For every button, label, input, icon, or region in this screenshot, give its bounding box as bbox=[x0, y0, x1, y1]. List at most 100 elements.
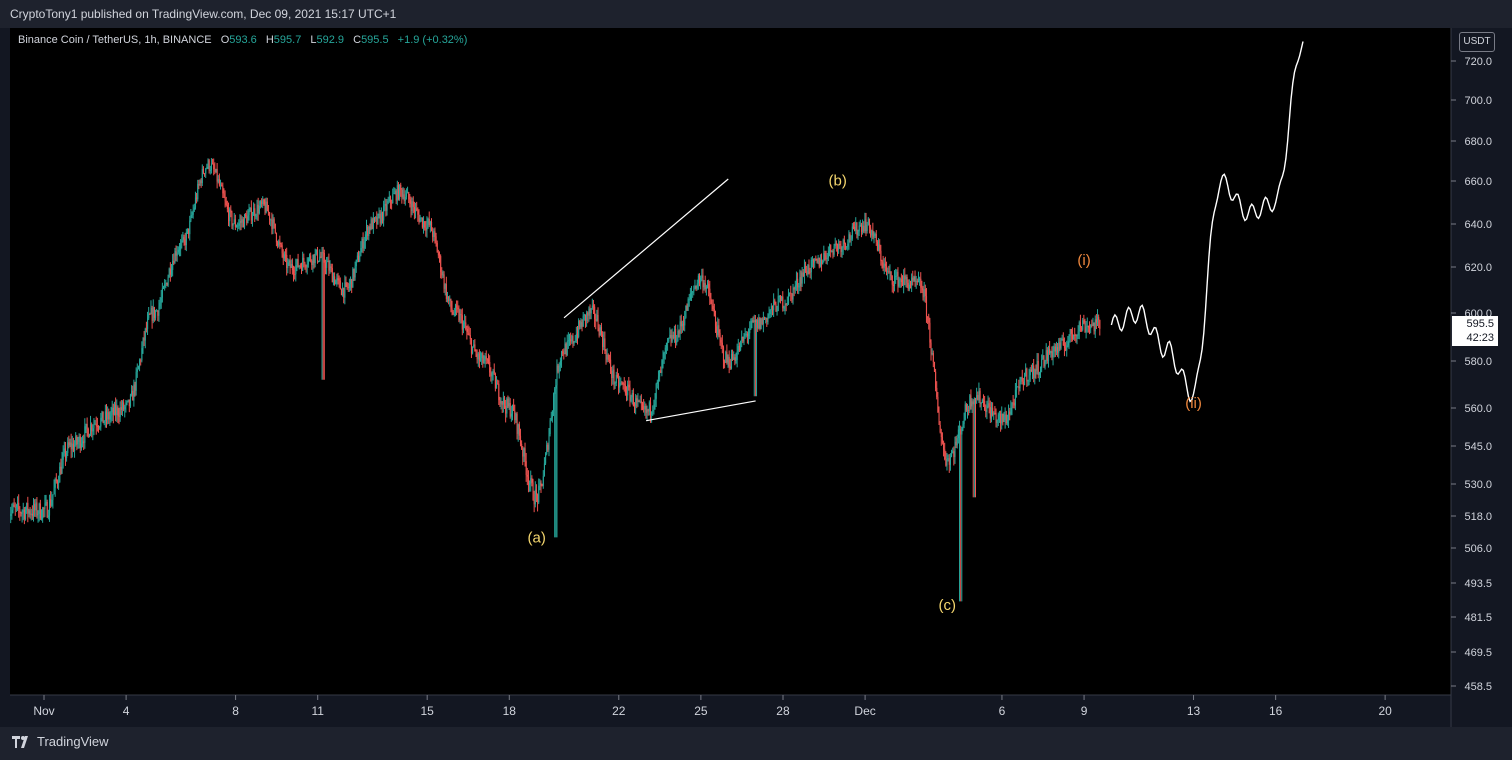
candle-body bbox=[238, 223, 240, 226]
candle-body bbox=[198, 184, 200, 186]
candle-body bbox=[27, 503, 29, 514]
candle-body bbox=[289, 260, 291, 268]
candle-body bbox=[326, 262, 328, 268]
candle-body bbox=[1010, 407, 1012, 415]
candle-body bbox=[580, 322, 582, 328]
candle-body bbox=[152, 307, 154, 321]
candle-body bbox=[441, 271, 443, 276]
wave-label: (ii) bbox=[1185, 395, 1202, 412]
candle-body bbox=[233, 219, 235, 224]
candle-body bbox=[98, 427, 100, 429]
candle-body bbox=[510, 413, 512, 417]
candle-body bbox=[433, 231, 435, 237]
candle-body bbox=[1014, 389, 1017, 406]
close-value: 595.5 bbox=[361, 34, 389, 46]
candle-body bbox=[39, 503, 41, 519]
candle-body bbox=[254, 208, 256, 217]
symbol-name[interactable]: Binance Coin / TetherUS, 1h, BINANCE bbox=[18, 34, 212, 46]
candle-body bbox=[537, 494, 539, 503]
candle-body bbox=[695, 285, 697, 289]
candle-body bbox=[408, 192, 410, 200]
candle-body bbox=[477, 353, 479, 360]
candle-body bbox=[18, 502, 20, 510]
candle-body bbox=[126, 401, 128, 403]
wedge-upper-line bbox=[563, 178, 729, 319]
candle-body bbox=[173, 260, 175, 264]
chart-area[interactable]: 720.0 700.0 680.0 660.0 640.0 620.0 600.0 580.0… bbox=[0, 28, 1512, 727]
candle-body bbox=[870, 227, 872, 236]
candle-body bbox=[465, 322, 467, 329]
tradingview-brand[interactable]: TradingView bbox=[12, 734, 109, 749]
candle-body bbox=[948, 458, 950, 465]
candle-body bbox=[581, 322, 583, 327]
candle-body bbox=[380, 212, 382, 224]
candle-body bbox=[399, 184, 401, 199]
candle-body bbox=[102, 411, 104, 424]
candle-body bbox=[1084, 322, 1086, 332]
price-tick-label: 660.0 bbox=[1464, 176, 1492, 188]
candle-body bbox=[136, 369, 138, 372]
currency-button[interactable]: USDT bbox=[1459, 32, 1495, 52]
candle-body bbox=[506, 398, 508, 414]
candle-body bbox=[953, 451, 955, 458]
candle-body bbox=[318, 260, 320, 262]
candle-body bbox=[951, 453, 953, 457]
candle-body bbox=[579, 321, 581, 328]
candle-body bbox=[161, 288, 163, 298]
candle-body bbox=[485, 356, 487, 360]
candle-body bbox=[1057, 346, 1059, 353]
candle-body bbox=[99, 426, 101, 428]
candle-body bbox=[431, 221, 433, 232]
candle-body bbox=[202, 168, 205, 174]
price-axis[interactable]: 720.0700.0680.0660.0640.0620.0600.0580.0… bbox=[1451, 56, 1492, 693]
candle-body bbox=[971, 401, 973, 407]
candle-body bbox=[356, 255, 358, 260]
candle-body bbox=[210, 163, 213, 171]
candle-body bbox=[665, 342, 668, 348]
candle-body bbox=[567, 340, 569, 342]
candle-body bbox=[387, 201, 389, 203]
candle-body bbox=[1052, 351, 1054, 358]
candle-body bbox=[88, 434, 90, 438]
candle-body bbox=[639, 401, 641, 403]
candle-body bbox=[607, 354, 609, 360]
candle-body bbox=[561, 351, 563, 361]
projection-path bbox=[1110, 41, 1304, 403]
candle-body bbox=[1050, 350, 1052, 354]
candle-body bbox=[1099, 320, 1101, 329]
candle-body bbox=[79, 436, 81, 449]
candle-body bbox=[239, 220, 241, 224]
candle-body bbox=[848, 234, 850, 244]
candle-body bbox=[344, 282, 346, 298]
candle-body bbox=[29, 510, 31, 515]
candle-body bbox=[270, 219, 272, 221]
candle-body bbox=[1087, 325, 1089, 328]
candle-body bbox=[603, 338, 605, 347]
candle-body bbox=[411, 201, 413, 211]
time-axis[interactable]: Nov 4 8 11 15 18 22 25 28 Dec 6 9 13 16 20 bbox=[33, 695, 1392, 718]
candle-body bbox=[516, 413, 518, 434]
candle-body bbox=[776, 310, 778, 312]
candle-body bbox=[137, 366, 140, 370]
candle-body bbox=[947, 458, 949, 460]
candle-body bbox=[23, 509, 25, 519]
price-chart[interactable]: 720.0700.0680.0660.0640.0620.0600.0580.0… bbox=[0, 28, 1512, 727]
candle-body bbox=[364, 234, 366, 242]
candle-body bbox=[809, 271, 811, 273]
candle-body bbox=[194, 197, 197, 208]
candle-body bbox=[449, 298, 451, 301]
candle-body bbox=[565, 343, 567, 355]
candle-body bbox=[174, 251, 176, 264]
candle-body bbox=[64, 448, 67, 459]
candle-body bbox=[831, 250, 833, 252]
candle-body bbox=[588, 308, 590, 316]
candle-body bbox=[313, 254, 315, 263]
candle-body bbox=[298, 265, 300, 267]
candle-body bbox=[436, 242, 438, 253]
candle-body bbox=[33, 503, 35, 516]
candle-body bbox=[43, 508, 45, 510]
candle-body bbox=[93, 424, 95, 429]
wave-label: (a) bbox=[527, 530, 545, 547]
candle-body bbox=[96, 426, 98, 428]
candle-body bbox=[216, 169, 218, 182]
